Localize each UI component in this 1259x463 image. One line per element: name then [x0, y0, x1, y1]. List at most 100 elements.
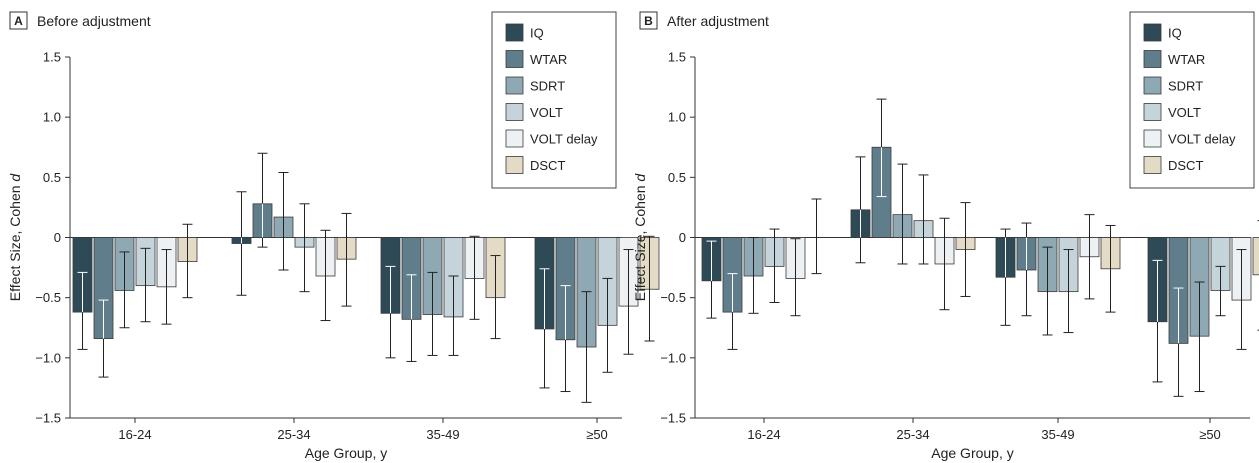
y-axis-label-text: Effect Size, Cohen — [632, 182, 648, 302]
error-bar-iq-0 — [706, 240, 717, 319]
error-bar-wtar-0 — [727, 273, 738, 350]
y-axis-label: Effect Size, Cohen d — [632, 173, 648, 302]
legend-swatch — [1143, 76, 1162, 95]
y-tick-label: −1.5 — [660, 411, 686, 426]
legend-swatch — [505, 129, 524, 148]
legend-label: IQ — [530, 26, 544, 41]
error-bar-dsct-0 — [182, 223, 193, 299]
y-tick-label: 0 — [679, 230, 686, 245]
error-bar-volt-delay-0 — [790, 238, 801, 317]
y-axis-label-italic: d — [7, 173, 23, 182]
panel-letter-box — [9, 11, 28, 30]
legend-swatch — [1143, 103, 1162, 121]
y-tick-label: 1.0 — [43, 110, 61, 125]
y-axis-label-text: Effect Size, Cohen — [7, 182, 23, 302]
x-tick-label: 25-34 — [277, 427, 310, 442]
y-axis-label: Effect Size, Cohen d — [7, 173, 23, 302]
error-bar-dsct-3 — [644, 235, 655, 342]
legend-label: DSCT — [530, 158, 565, 173]
x-tick-label: 16-24 — [747, 427, 780, 442]
error-bar-volt-delay-3 — [1236, 249, 1247, 350]
y-tick-label: 1.0 — [668, 110, 686, 125]
error-bar-volt-0 — [140, 247, 151, 323]
error-bar-volt-delay-2 — [469, 235, 480, 320]
panel-title: After adjustment — [667, 13, 769, 29]
y-tick-label: 0.5 — [668, 170, 686, 185]
legend-swatch — [505, 76, 524, 95]
error-bar-iq-3 — [539, 268, 550, 389]
legend-label: IQ — [1168, 26, 1182, 41]
error-bar-volt-delay-1 — [939, 217, 950, 311]
error-bar-volt-delay-2 — [1084, 214, 1095, 300]
error-bar-volt-2 — [448, 275, 459, 356]
error-bar-dsct-0 — [811, 198, 822, 275]
error-bar-sdrt-3 — [581, 291, 592, 403]
error-bar-volt-delay-0 — [161, 249, 172, 325]
legend-label: DSCT — [1168, 158, 1203, 173]
error-bar-sdrt-2 — [1042, 246, 1053, 336]
error-bar-volt-1 — [299, 203, 310, 293]
legend-label: WTAR — [1168, 52, 1205, 67]
error-bar-iq-1 — [855, 156, 866, 264]
error-bar-wtar-3 — [1173, 287, 1184, 397]
error-bar-iq-0 — [77, 271, 88, 350]
panel-title: Before adjustment — [37, 13, 151, 29]
y-tick-label: 0 — [54, 230, 61, 245]
error-bar-wtar-0 — [98, 299, 109, 378]
x-tick-label: ≥50 — [586, 427, 608, 442]
x-tick-label: 25-34 — [896, 427, 929, 442]
error-bar-dsct-2 — [490, 255, 501, 340]
x-axis-label: Age Group, y — [931, 445, 1014, 461]
error-bar-wtar-3 — [560, 285, 571, 393]
panel-letter-box — [639, 11, 658, 30]
legend-label: SDRT — [1168, 79, 1203, 94]
error-bar-dsct-2 — [1105, 224, 1116, 313]
legend-swatch — [505, 50, 524, 68]
legend: IQ WTAR SDRT VOLT VOLT delay DSCT — [1129, 11, 1255, 189]
x-tick-label: 35-49 — [426, 427, 459, 442]
error-bar-wtar-1 — [257, 152, 268, 248]
legend: IQ WTAR SDRT VOLT VOLT delay DSCT — [491, 11, 617, 189]
x-axis-label: Age Group, y — [305, 445, 388, 461]
x-tick-label: 35-49 — [1041, 427, 1074, 442]
panel-a: A Before adjustment 1.5 1.0 0.5 0 −0.5 −1.0 −1.5… — [7, 11, 660, 461]
y-tick-label: 0.5 — [43, 170, 61, 185]
y-tick-label: −0.5 — [660, 290, 686, 305]
y-tick-label: −1.0 — [35, 350, 61, 365]
error-bar-wtar-2 — [406, 274, 417, 362]
error-bar-sdrt-0 — [119, 251, 130, 329]
error-bar-iq-3 — [1152, 259, 1163, 383]
error-bar-sdrt-0 — [748, 237, 759, 314]
error-bar-sdrt-1 — [897, 163, 908, 265]
error-bar-volt-3 — [602, 277, 613, 373]
y-tick-label: −1.0 — [660, 350, 686, 365]
error-bar-iq-2 — [385, 265, 396, 359]
legend-label: VOLT delay — [1168, 132, 1236, 147]
error-bar-volt-3 — [1215, 265, 1226, 317]
y-tick-label: 1.5 — [668, 50, 686, 65]
legend-label: WTAR — [530, 52, 567, 67]
legend-swatch — [1143, 129, 1162, 148]
error-bar-dsct-1 — [960, 202, 971, 297]
legend-label: VOLT — [530, 105, 563, 120]
error-bar-wtar-1 — [876, 98, 887, 198]
error-bar-dsct-1 — [341, 212, 352, 307]
error-bar-iq-2 — [1000, 228, 1011, 326]
error-bar-iq-1 — [236, 191, 247, 296]
y-tick-label: −1.5 — [35, 411, 61, 426]
legend-swatch — [505, 156, 524, 174]
legend-swatch — [1143, 50, 1162, 68]
y-axis-label-italic: d — [632, 173, 648, 182]
error-bar-volt-0 — [769, 228, 780, 303]
y-tick-label: 1.5 — [43, 50, 61, 65]
error-bar-sdrt-1 — [278, 172, 289, 271]
legend-swatch — [505, 103, 524, 121]
x-tick-label: ≥50 — [1199, 427, 1221, 442]
legend-label: SDRT — [530, 79, 565, 94]
panel-letter: A — [14, 14, 23, 28]
x-tick-label: 16-24 — [118, 427, 151, 442]
panel-letter: B — [644, 14, 653, 28]
error-bar-sdrt-2 — [427, 271, 438, 356]
error-bar-wtar-2 — [1021, 222, 1032, 317]
